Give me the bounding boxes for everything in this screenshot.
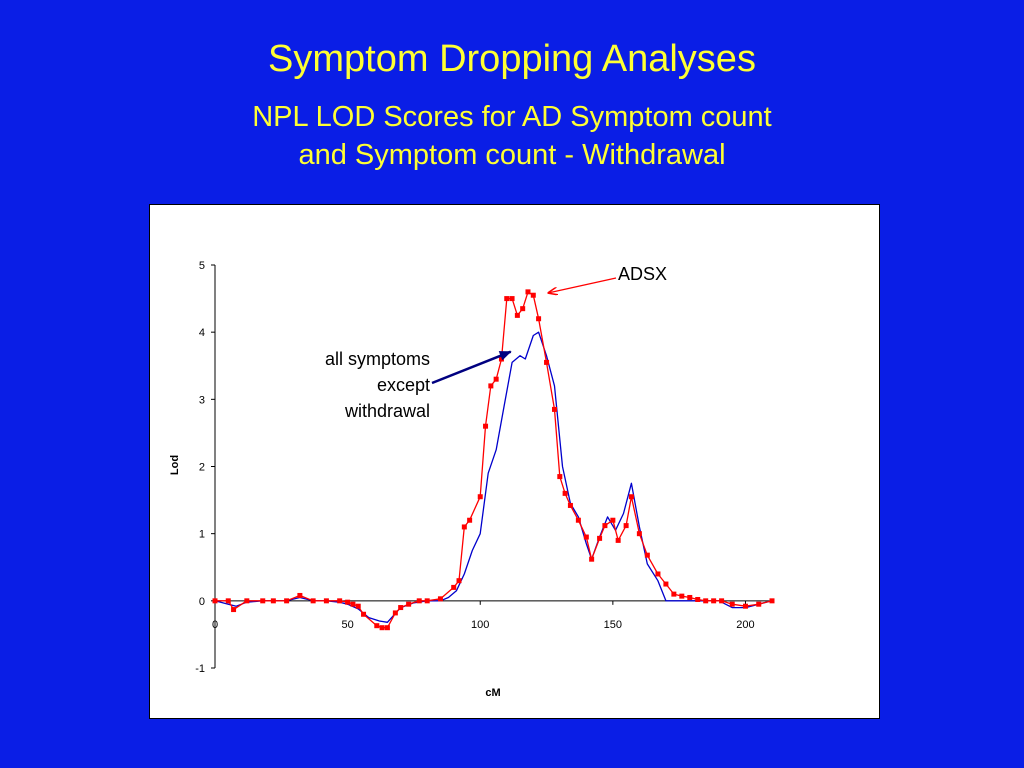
data-point [719,598,725,604]
y-tick-label: -1 [195,663,205,675]
withdrawal-label-line: except [377,375,430,395]
data-point [695,596,701,602]
x-tick-label: 0 [212,619,218,631]
data-point [398,605,404,611]
data-point [552,406,558,412]
data-point [355,603,361,609]
data-point [562,490,568,496]
x-tick-label: 50 [341,619,353,631]
data-point [663,581,669,587]
data-point [679,593,685,599]
withdrawal-arrow [431,350,512,385]
data-point [392,610,398,616]
data-point [416,598,422,604]
data-point [225,598,231,604]
series-line-0 [215,291,773,629]
data-point [310,598,316,604]
data-point [379,625,385,631]
data-point [636,531,642,537]
adsx-label: ADSX [618,264,667,284]
data-point [671,591,677,597]
data-point [711,598,717,604]
data-point [583,534,589,540]
data-point [509,296,515,302]
data-point [437,596,443,602]
adsx-arrow [549,277,617,293]
data-point [231,607,237,613]
data-point [323,598,329,604]
x-tick-label: 200 [736,619,754,631]
y-axis-label: Lod [169,455,181,475]
withdrawal-label-line: all symptoms [325,349,430,369]
data-point [615,537,621,543]
y-tick-label: 0 [199,596,205,608]
data-point [644,552,650,558]
data-point [557,474,563,480]
data-point [361,611,367,617]
data-point [628,494,634,500]
x-axis-label: cM [485,687,500,699]
data-point [350,601,356,607]
data-point [337,598,343,604]
data-point [297,592,303,598]
series-layer [212,289,775,631]
data-point [461,524,467,530]
withdrawal-label-line: withdrawal [344,401,430,421]
data-point [742,603,748,609]
data-point [520,306,526,312]
data-point [483,423,489,429]
data-point [703,598,709,604]
y-tick-label: 5 [199,260,205,272]
y-tick-label: 3 [199,394,205,406]
data-point [729,601,735,607]
slide-subtitle: NPL LOD Scores for AD Symptom count and … [0,98,1024,174]
x-tick-label: 150 [604,619,622,631]
y-tick-label: 4 [199,327,205,339]
series-line-1 [214,331,773,623]
data-point [610,517,616,523]
subtitle-line-2: and Symptom count - Withdrawal [298,139,726,171]
data-point [769,598,775,604]
data-point [488,383,494,389]
data-point [493,376,499,382]
data-point [467,517,473,523]
data-point [244,598,250,604]
data-point [456,578,462,584]
data-point [384,625,390,631]
data-point [525,289,531,295]
x-tick-label: 100 [471,619,489,631]
slide-title: Symptom Dropping Analyses [268,38,756,80]
data-point [589,556,595,562]
y-tick-label: 2 [199,462,205,474]
data-point [597,535,603,541]
data-point [655,571,661,577]
annotations: ADSX all symptoms except withdrawal [325,264,667,421]
data-point [544,359,550,365]
data-point [406,601,412,607]
data-point [687,594,693,600]
data-point [530,292,536,298]
data-point [270,598,276,604]
data-point [345,599,351,605]
chart-panel: -1 0 1 2 3 4 5 0 50 100 150 200 ADSX all symptoms exc… [149,204,880,719]
subtitle-line-1: NPL LOD Scores for AD Symptom count [252,101,772,133]
data-point [575,517,581,523]
data-point [212,598,218,604]
data-point [374,623,380,629]
data-point [567,502,573,508]
data-point [602,523,608,529]
data-point [260,598,266,604]
data-point [536,316,542,322]
data-point [284,598,290,604]
y-tick-label: 1 [199,529,205,541]
data-point [477,494,483,500]
data-point [756,601,762,607]
data-point [514,312,520,318]
data-point [623,523,629,529]
data-point [424,598,430,604]
data-point [451,584,457,590]
data-point [504,296,510,302]
